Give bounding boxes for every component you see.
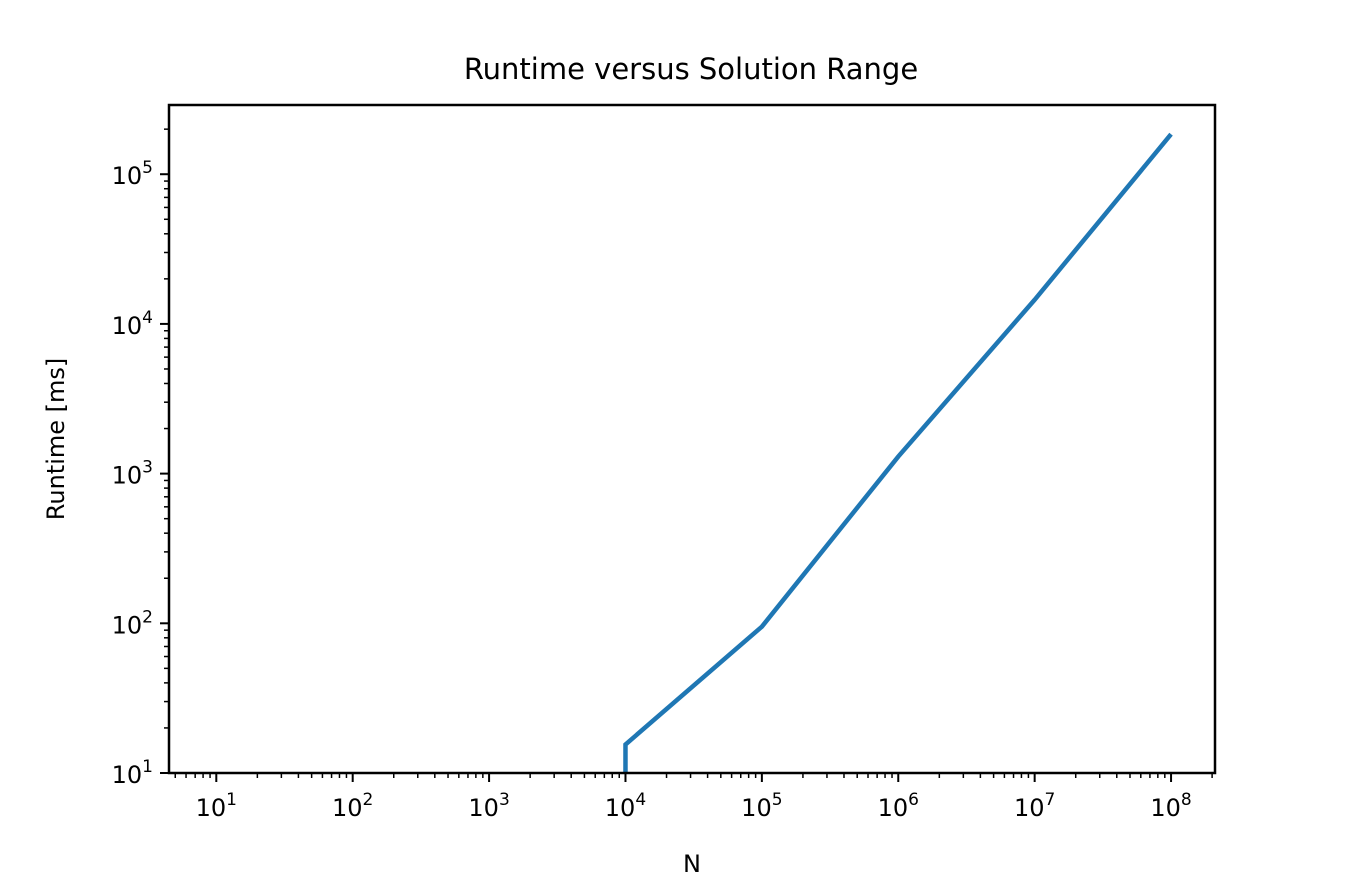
y-tick-label: 103	[112, 458, 153, 490]
y-tick-label: 101	[112, 757, 153, 789]
series-layer	[623, 132, 1173, 773]
x-tick-labels: 101 102 103 104 105 106 107 108	[196, 790, 1192, 822]
y-tick-label: 102	[112, 607, 153, 639]
x-tick-label: 103	[468, 790, 509, 822]
x-tick-label: 102	[332, 790, 373, 822]
x-tick-label: 108	[1150, 790, 1191, 822]
plot-area	[160, 103, 1217, 782]
y-tick-label: 104	[112, 308, 153, 340]
y-tick-label: 105	[112, 158, 153, 190]
series-line-0	[623, 132, 1173, 773]
x-tick-label: 104	[605, 790, 646, 822]
ticks-layer	[160, 128, 1213, 782]
x-tick-label: 107	[1014, 790, 1055, 822]
x-axis-label: N	[683, 850, 701, 878]
y-tick-labels: 101 102 103 104 105	[112, 158, 153, 789]
x-tick-label: 101	[196, 790, 237, 822]
x-tick-label: 106	[878, 790, 919, 822]
chart-title: Runtime versus Solution Range	[464, 52, 918, 86]
x-tick-label: 105	[741, 790, 782, 822]
plot-frame	[167, 103, 1217, 775]
y-axis-label: Runtime [ms]	[42, 358, 70, 520]
